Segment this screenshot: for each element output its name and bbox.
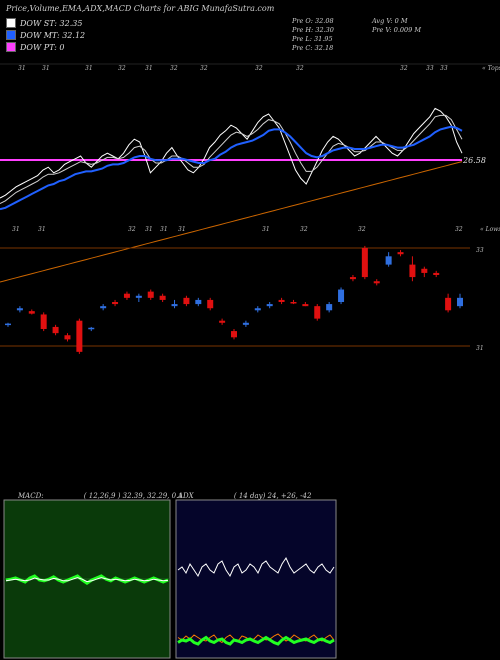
candle-body (231, 331, 237, 338)
macd-name: MACD: (18, 492, 44, 500)
legend-swatch-mt (6, 30, 16, 40)
candle-body (52, 326, 59, 334)
bottom-date-label: 32 (300, 226, 308, 233)
candle-body (5, 323, 11, 326)
bottom-date-label: 31 (12, 226, 20, 233)
candle-body (207, 299, 214, 309)
top-date-label: 33 (426, 65, 434, 72)
bottom-date-label: 32 (128, 226, 136, 233)
prev-ohlc-stats: Pre O: 32.08 Pre H: 32.30 Pre L: 31.95 P… (292, 17, 334, 53)
candle-body (242, 322, 249, 325)
candle-body (385, 256, 392, 265)
legend-label-st: DOW ST: 32.35 (20, 18, 83, 28)
bottom-date-label: 31 (145, 226, 153, 233)
top-date-label: 31 (18, 65, 26, 72)
candle-body (373, 281, 380, 284)
candle-body (147, 291, 154, 298)
prev-open: Pre O: 32.08 (292, 17, 334, 25)
top-date-label: 31 (42, 65, 50, 72)
top-date-label: 33 (440, 65, 448, 72)
top-date-label: 32 (296, 65, 304, 72)
candle-body (100, 306, 107, 309)
candle-body (219, 320, 226, 323)
candle-body (28, 311, 35, 314)
y-label-31: 31 (476, 345, 484, 352)
adx-name: ADX (178, 492, 194, 500)
top-date-label: 32 (170, 65, 178, 72)
candle-body (409, 264, 416, 278)
series-adx (177, 556, 335, 578)
lows-label: « Lows (480, 226, 500, 233)
candle-body (290, 302, 297, 304)
candle-body (361, 248, 368, 278)
bottom-date-label: 31 (38, 226, 46, 233)
legend-label-mt: DOW MT: 32.12 (20, 30, 86, 40)
series-price (0, 107, 463, 199)
top-date-label: 32 (255, 65, 263, 72)
macd-params: ( 12,26,9 ) 32.39, 32.29, 0.1 (83, 492, 183, 500)
top-date-label: 32 (200, 65, 208, 72)
candle-body (457, 297, 463, 307)
prev-volume: Pre V: 0.009 M (372, 26, 422, 34)
candle-body (183, 297, 190, 305)
candle-body (445, 297, 452, 311)
candle-body (254, 308, 261, 311)
candle-body (326, 304, 333, 311)
candle-body (88, 327, 95, 330)
candle-body (112, 302, 119, 305)
series-signal (5, 577, 169, 583)
candle-body (64, 335, 71, 340)
prev-high: Pre H: 32.30 (292, 26, 334, 34)
prev-close: Pre C: 32.18 (292, 44, 334, 52)
top-date-label: 31 (85, 65, 93, 72)
bottom-date-label: 32 (455, 226, 463, 233)
bottom-date-label: 32 (358, 226, 366, 233)
candle-body (76, 320, 83, 352)
adx-panel-bg (175, 499, 337, 659)
candle-body (16, 308, 23, 311)
chart-title: Price,Volume,EMA,ADX,MACD Charts for ABI… (6, 4, 275, 13)
adx-params: ( 14 day) 24, +26, -42 (233, 492, 312, 500)
candle-body (195, 299, 202, 305)
candle-body (338, 289, 345, 302)
candle-body (40, 314, 47, 329)
legend-item-st: DOW ST: 32.35 (6, 17, 85, 29)
candle-body (314, 306, 321, 319)
legend-item-pt: DOW PT: 0 (6, 41, 85, 53)
candle-body (135, 295, 142, 298)
candle-body (397, 252, 404, 255)
legend-swatch-pt (6, 42, 16, 52)
candle-body (123, 293, 130, 298)
volume-stats: Avg V: 0 M Pre V: 0.009 M (372, 17, 421, 35)
candle-body (433, 272, 440, 275)
candle-body (266, 304, 273, 307)
top-date-label: 32 (400, 65, 408, 72)
legend-item-mt: DOW MT: 32.12 (6, 29, 85, 41)
adx-label: ADX ( 14 day) 24, +26, -42 (178, 492, 311, 500)
candle-body (302, 304, 309, 307)
legend-swatch-st (6, 18, 16, 28)
macd-label: MACD: ( 12,26,9 ) 32.39, 32.29, 0.1 (18, 492, 183, 500)
top-date-label: 32 (118, 65, 126, 72)
candle-body (349, 277, 356, 280)
avg-volume: Avg V: 0 M (372, 17, 408, 25)
candle-body (171, 304, 178, 307)
y-label-33: 33 (476, 247, 484, 254)
bottom-date-label: 31 (262, 226, 270, 233)
candle-body (278, 299, 285, 302)
legend-label-pt: DOW PT: 0 (20, 42, 65, 52)
series-ema_mid (0, 125, 463, 211)
top-date-label: 31 (145, 65, 153, 72)
bottom-date-label: 31 (178, 226, 186, 233)
series-ema_long (0, 161, 463, 283)
bottom-date-label: 31 (160, 226, 168, 233)
tops-label: « Tops (482, 65, 500, 72)
prev-low: Pre L: 31.95 (292, 35, 333, 43)
legend: DOW ST: 32.35 DOW MT: 32.12 DOW PT: 0 (6, 17, 85, 53)
candle-body (159, 295, 166, 300)
pivot-value-label: 26.58 (462, 156, 486, 165)
series-plus-di (177, 635, 335, 646)
candle-body (421, 268, 428, 273)
